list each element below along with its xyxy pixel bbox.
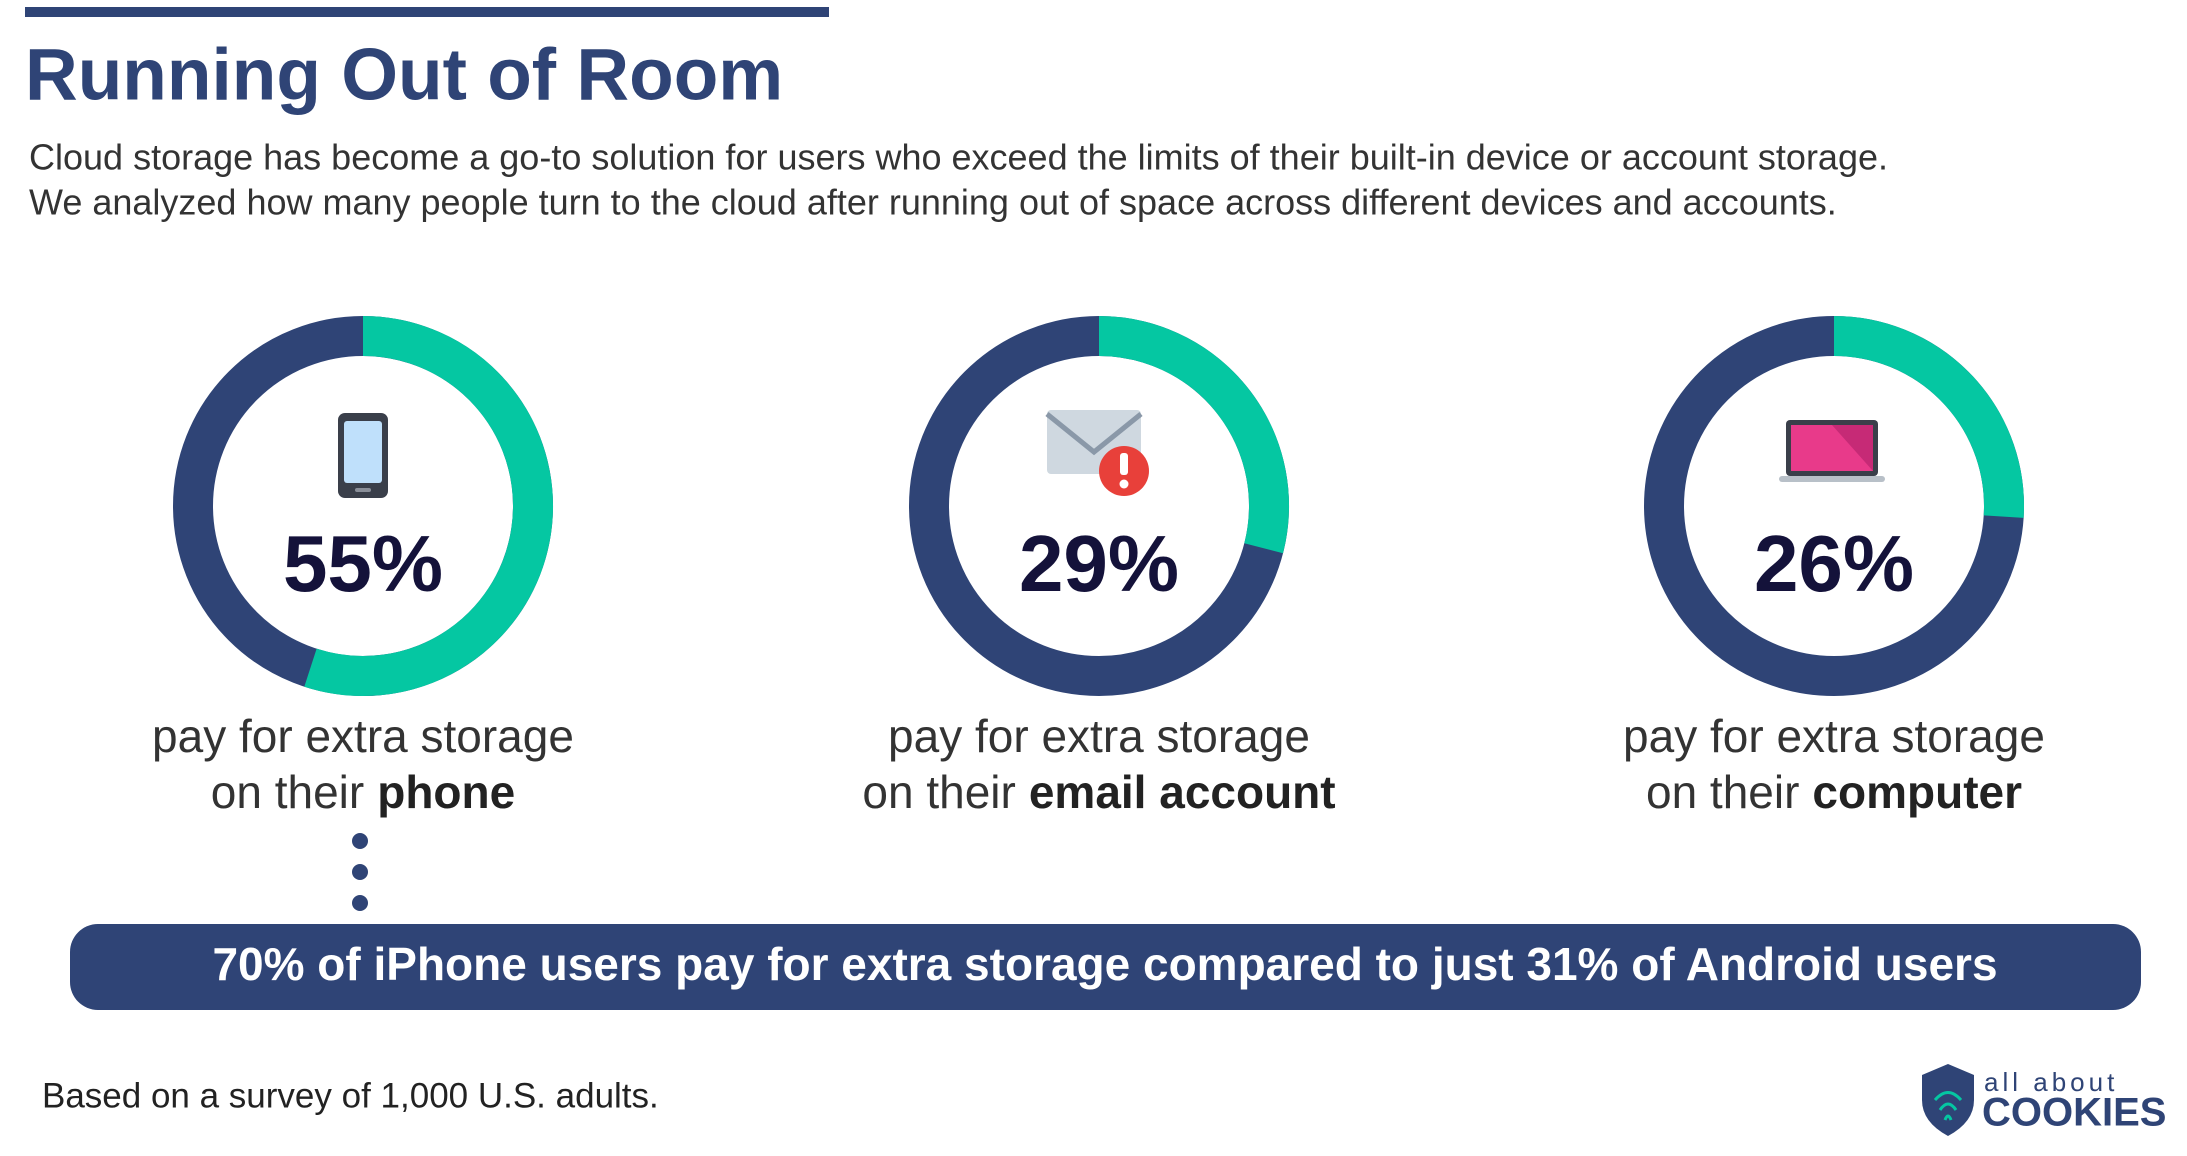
callout-text: 70% of iPhone users pay for extra storag…	[212, 938, 1997, 990]
connector-dot	[352, 864, 368, 880]
caption: pay for extra storage	[1623, 710, 2045, 762]
email-icon	[1045, 410, 1149, 496]
caption-emphasis: email account	[1029, 766, 1336, 818]
caption-line: on their computer	[1646, 766, 2022, 818]
caption: pay for extra storage	[888, 710, 1310, 762]
footnote: Based on a survey of 1,000 U.S. adults.	[42, 1076, 659, 1115]
donut-arc	[304, 316, 553, 696]
caption-emphasis: computer	[1812, 766, 2022, 818]
value-label: 26%	[1754, 519, 1914, 608]
connector-dot	[352, 833, 368, 849]
caption-emphasis: phone	[377, 766, 515, 818]
value-label: 55%	[283, 519, 443, 608]
value-label: 29%	[1019, 519, 1179, 608]
logo: all about COOKIES	[1922, 1064, 2166, 1136]
donut-arc	[1098, 316, 1289, 554]
callout-box	[70, 924, 2141, 1010]
caption-prefix: on their	[862, 766, 1015, 818]
caption-line: on their phone	[211, 766, 515, 818]
caption-prefix: on their	[1646, 766, 1799, 818]
connector-dot	[352, 895, 368, 911]
description-line: Cloud storage has become a go-to solutio…	[29, 137, 1888, 178]
caption-line: on their email account	[862, 766, 1335, 818]
donut-arc	[1833, 316, 2024, 518]
description-line: We analyzed how many people turn to the …	[29, 182, 1837, 223]
top-rule	[25, 7, 829, 17]
phone-icon	[338, 413, 388, 498]
caption: pay for extra storage	[152, 710, 574, 762]
laptop-icon	[1779, 420, 1885, 482]
logo-top: all about	[1984, 1067, 2118, 1097]
logo-bottom: COOKIES	[1982, 1091, 2166, 1135]
caption-prefix: on their	[211, 766, 364, 818]
title: Running Out of Room	[25, 34, 783, 115]
